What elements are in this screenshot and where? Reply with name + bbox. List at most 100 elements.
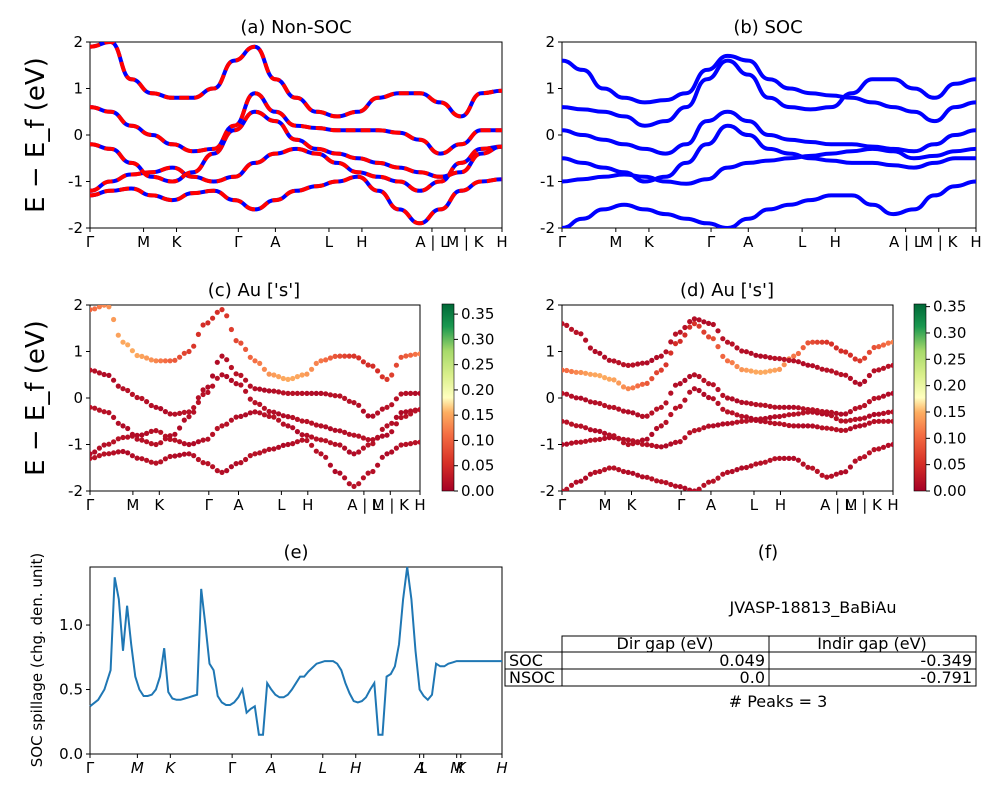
projection-point (828, 426, 835, 432)
projection-point (668, 411, 674, 418)
xtick-label: M | K (920, 233, 959, 251)
panel-a: (a) Non-SOC -2 -1 0 1 2 Γ M K Γ A L H A | LM | K H (68, 17, 508, 251)
projection-point (195, 439, 201, 445)
projection-point (327, 355, 333, 361)
projection-point (323, 357, 329, 363)
projection-point (172, 411, 178, 417)
projection-point (379, 406, 385, 412)
projection-point (847, 464, 854, 470)
projection-point (195, 456, 201, 463)
projection-point (630, 362, 636, 368)
projection-point (672, 331, 679, 337)
projection-point (252, 386, 258, 392)
projection-point (672, 405, 679, 411)
projection-point (847, 409, 854, 415)
projection-point (729, 468, 735, 475)
projection-point (332, 393, 338, 399)
panel-a-title: (a) Non-SOC (240, 17, 351, 38)
projection-point (592, 372, 598, 378)
xtick-label: Γ (205, 496, 214, 514)
projection-point (654, 354, 660, 361)
projection-point (111, 450, 117, 456)
projection-point (257, 401, 263, 407)
xtick-label: H (496, 233, 507, 251)
projection-point (762, 354, 768, 360)
projection-point (162, 358, 168, 364)
projection-point (828, 473, 835, 479)
band-line-blue (90, 42, 502, 119)
projection-point (337, 442, 343, 448)
projection-point (880, 444, 887, 450)
projection-point (677, 381, 683, 387)
projection-point (862, 402, 868, 409)
projection-point (677, 439, 683, 445)
projection-point (247, 410, 253, 416)
ytick-label: 2 (545, 33, 555, 51)
projection-point (351, 353, 357, 359)
projection-point (587, 471, 594, 477)
projection-point (639, 441, 646, 447)
projection-point (379, 433, 385, 439)
projection-point (238, 382, 244, 388)
projection-point (672, 483, 679, 489)
projection-point (592, 400, 598, 406)
projection-point (748, 415, 754, 421)
projection-point (389, 449, 395, 455)
ytick-label: -1 (540, 173, 555, 191)
projection-point (167, 411, 173, 417)
projection-point (578, 423, 584, 429)
projection-point (92, 449, 98, 455)
projection-point (290, 441, 296, 447)
projection-point (309, 420, 315, 426)
projection-point (602, 375, 608, 381)
projection-point (800, 406, 806, 412)
projection-point (266, 371, 272, 377)
projection-point (261, 366, 267, 372)
projection-point (134, 352, 140, 359)
projection-point (144, 355, 150, 361)
projection-point (403, 441, 409, 447)
ytick-label: 1 (73, 80, 83, 98)
panel-a-yticks: -2 -1 0 1 2 (68, 33, 90, 237)
projection-point (616, 436, 622, 442)
projection-point (791, 358, 797, 364)
projection-point (781, 356, 787, 362)
colorbar-tick-label: 0.30 (933, 324, 966, 342)
projection-point (772, 404, 778, 410)
projection-point (885, 418, 891, 424)
xtick-label: H (302, 496, 313, 514)
projection-point (587, 437, 594, 443)
projection-point (758, 402, 764, 408)
projection-point (630, 385, 636, 391)
projection-point (167, 358, 173, 364)
projection-point (412, 351, 418, 357)
projection-point (106, 372, 112, 378)
projection-point (398, 391, 404, 397)
projection-point (715, 328, 721, 334)
projection-point (205, 461, 211, 467)
ytick-label: -2 (68, 482, 83, 500)
projection-point (158, 358, 164, 364)
projection-point (786, 357, 792, 363)
projection-point (862, 422, 868, 428)
projection-point (682, 332, 688, 338)
projection-point (734, 398, 740, 404)
projection-point (398, 410, 404, 416)
ylabel-top: E − E_f (eV) (21, 57, 51, 213)
projection-point (776, 455, 783, 461)
projection-point (96, 407, 102, 413)
projection-point (824, 339, 830, 345)
projection-point (710, 396, 716, 402)
projection-point (616, 360, 622, 366)
projection-point (309, 442, 315, 448)
projection-point (304, 371, 310, 377)
projection-point (658, 444, 664, 450)
ytick-label: 1 (545, 80, 555, 98)
projection-point (389, 429, 395, 435)
projection-point (384, 423, 390, 429)
projection-point (843, 469, 849, 475)
projection-point (327, 440, 333, 446)
xtick-label: K (456, 759, 467, 777)
projection-point (781, 421, 787, 428)
xtick-label: K (172, 233, 183, 251)
